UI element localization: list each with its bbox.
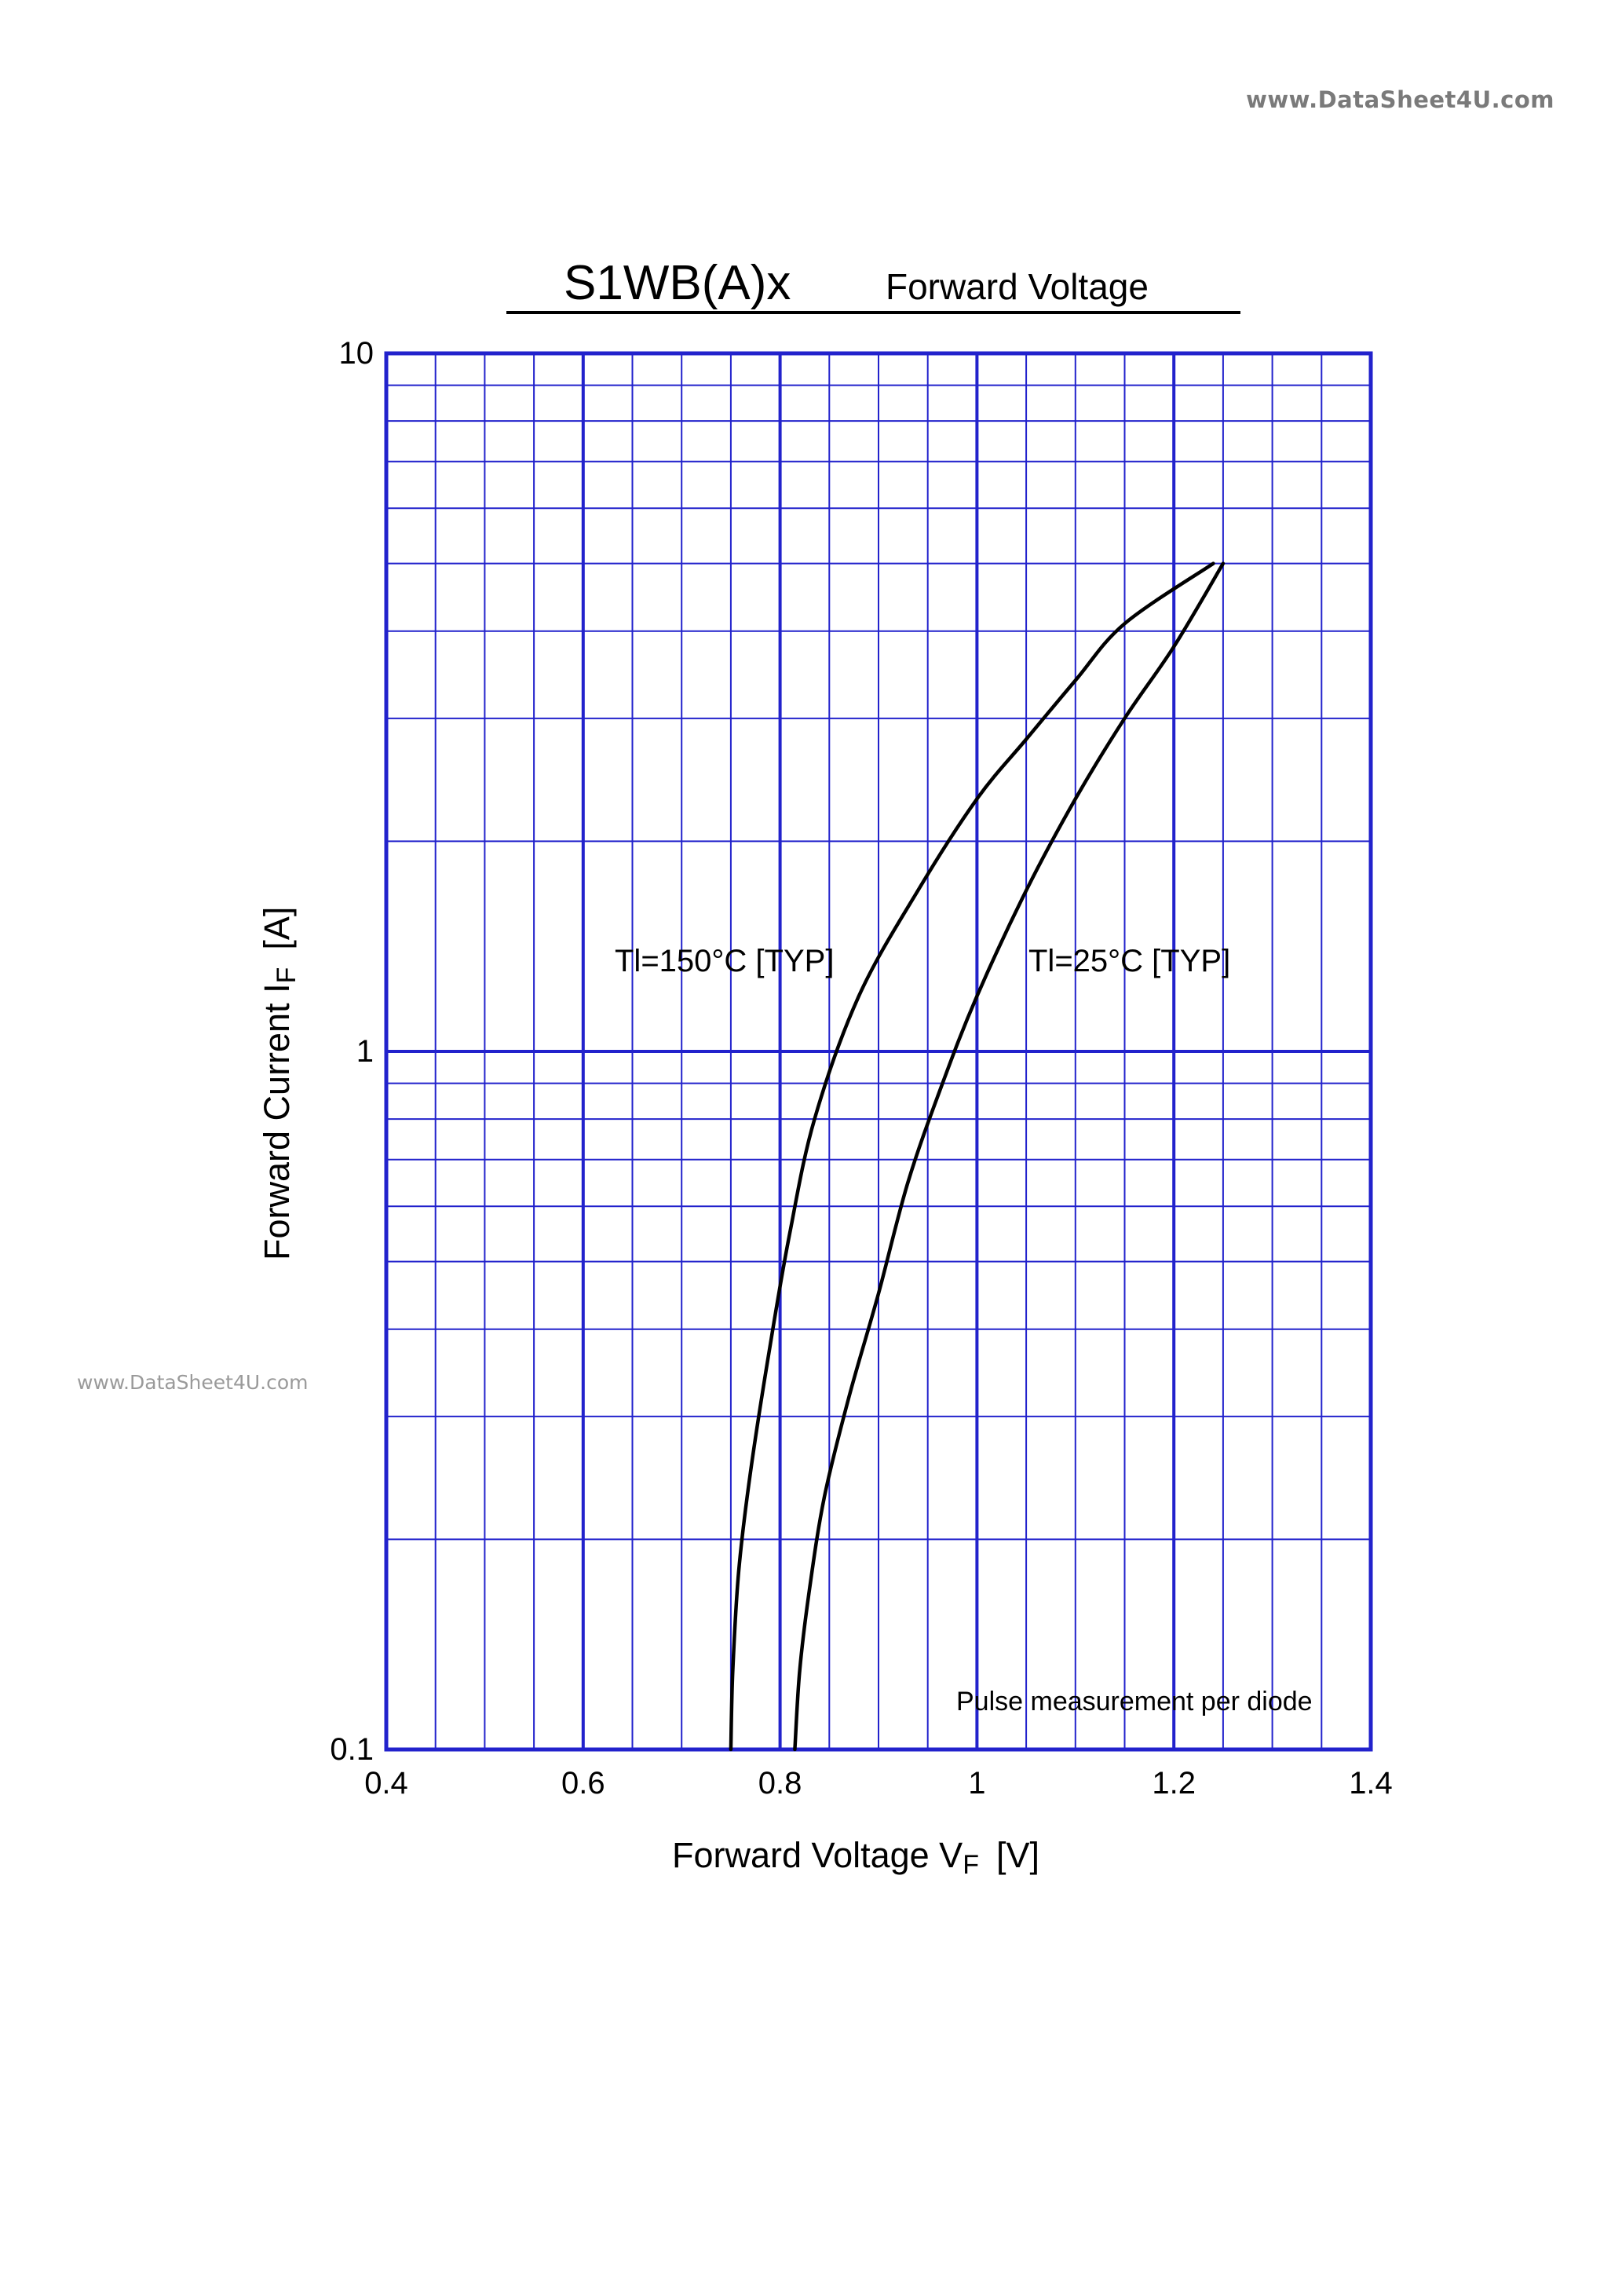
watermark-top: www.DataSheet4U.com bbox=[1246, 86, 1554, 113]
annotation-150c: Tl=150°C [TYP] bbox=[615, 944, 834, 978]
chart-tick-labels: 0.4 0.6 0.8 1 1.2 1.4 0.1 1 10 bbox=[330, 336, 1392, 1801]
chart-title-parameter: Forward Voltage bbox=[886, 266, 1149, 307]
x-axis-title-unit: [V] bbox=[996, 1835, 1039, 1875]
plot-frame bbox=[384, 351, 1373, 1752]
series-line-2 bbox=[793, 561, 1226, 1752]
y-axis-title-subscript: F bbox=[272, 967, 301, 984]
y-tick-label: 10 bbox=[339, 336, 374, 371]
y-axis-title: Forward Current IF [A] bbox=[257, 907, 301, 1260]
annotation-25c: Tl=25°C [TYP] bbox=[1028, 944, 1230, 978]
x-tick-label: 0.4 bbox=[364, 1766, 408, 1801]
x-tick-label: 1 bbox=[968, 1766, 985, 1801]
series-line-1 bbox=[729, 561, 1215, 1752]
y-tick-label: 0.1 bbox=[330, 1732, 374, 1767]
y-tick-label: 1 bbox=[356, 1034, 374, 1069]
y-axis-title-main: Forward Current I bbox=[257, 983, 297, 1260]
x-tick-label: 0.8 bbox=[758, 1766, 802, 1801]
chart-axis-titles: Forward Voltage VF [V] Forward Current IF… bbox=[257, 907, 1039, 1880]
watermark-side: www.DataSheet4U.com bbox=[77, 1371, 309, 1394]
annotation-pulse-note: Pulse measurement per diode bbox=[956, 1687, 1313, 1717]
chart-annotations: Tl=150°C [TYP] Tl=25°C [TYP] Pulse measu… bbox=[615, 944, 1313, 1717]
title-underline bbox=[506, 311, 1240, 314]
chart-title-part-number: S1WB(A)x bbox=[564, 256, 791, 310]
x-tick-label: 0.6 bbox=[561, 1766, 605, 1801]
x-axis-title-subscript: F bbox=[963, 1850, 979, 1880]
y-axis-title-unit: [A] bbox=[257, 907, 297, 950]
chart-curves bbox=[729, 561, 1226, 1752]
x-axis-title: Forward Voltage VF [V] bbox=[672, 1835, 1039, 1880]
x-tick-label: 1.4 bbox=[1349, 1766, 1393, 1801]
x-tick-label: 1.2 bbox=[1152, 1766, 1196, 1801]
chart-grid bbox=[384, 351, 1373, 1752]
x-axis-title-main: Forward Voltage V bbox=[672, 1835, 963, 1875]
